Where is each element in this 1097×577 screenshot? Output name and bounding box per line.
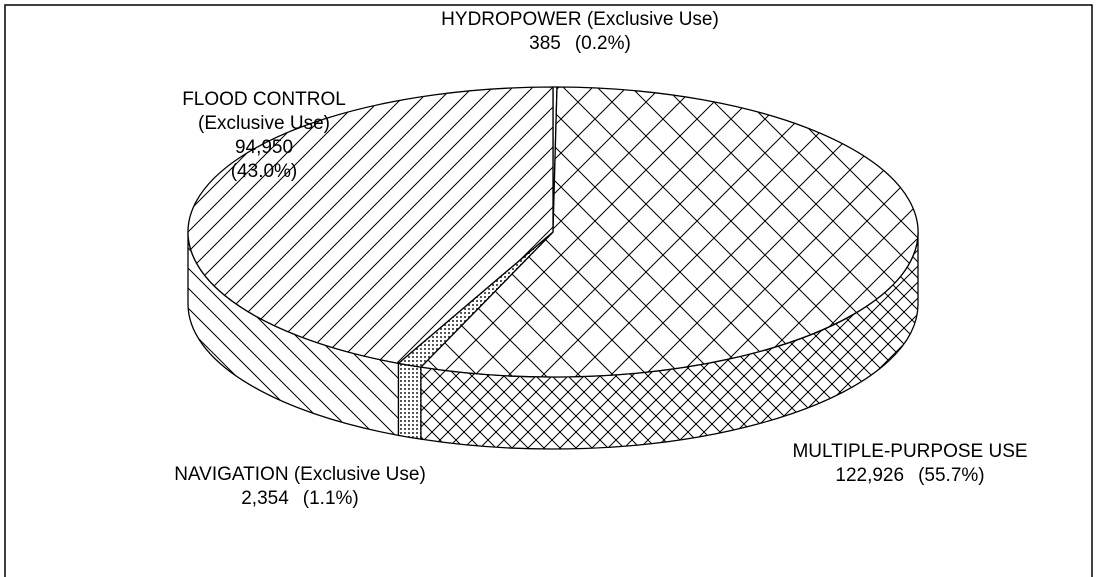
slice-label: HYDROPOWER (Exclusive Use) 385 (0.2%) bbox=[420, 8, 740, 56]
value-line: 122,926 (55.7%) bbox=[760, 464, 1060, 488]
value-label: 2,354 bbox=[241, 488, 289, 509]
value-label: 385 bbox=[529, 33, 561, 54]
value-label: 122,926 bbox=[835, 465, 905, 486]
category-name: HYDROPOWER (Exclusive Use) bbox=[441, 9, 719, 30]
slice-label: NAVIGATION (Exclusive Use) 2,354 (1.1%) bbox=[150, 463, 450, 511]
slice-top bbox=[187, 86, 554, 365]
slice-label: MULTIPLE-PURPOSE USE 122,926 (55.7%) bbox=[760, 440, 1060, 488]
category-name: MULTIPLE-PURPOSE USE bbox=[792, 441, 1028, 462]
percent-label: (1.1%) bbox=[302, 488, 359, 509]
slice-side bbox=[397, 362, 422, 440]
slice-label: FLOOD CONTROL (Exclusive Use) 94,950 (43.0… bbox=[178, 88, 350, 184]
percent-label: (43.0%) bbox=[230, 161, 298, 182]
percent-label: (55.7%) bbox=[918, 465, 985, 486]
value-label: 94,950 bbox=[234, 137, 294, 158]
value-line: 385 (0.2%) bbox=[420, 32, 740, 56]
slice-top bbox=[419, 86, 919, 378]
category-name: FLOOD CONTROL (Exclusive Use) bbox=[182, 89, 346, 134]
percent-label: (0.2%) bbox=[574, 33, 631, 54]
category-name: NAVIGATION (Exclusive Use) bbox=[174, 464, 426, 485]
value-line: 94,950 bbox=[178, 136, 350, 160]
value-line: 2,354 (1.1%) bbox=[150, 487, 450, 511]
frame bbox=[4, 4, 1093, 577]
